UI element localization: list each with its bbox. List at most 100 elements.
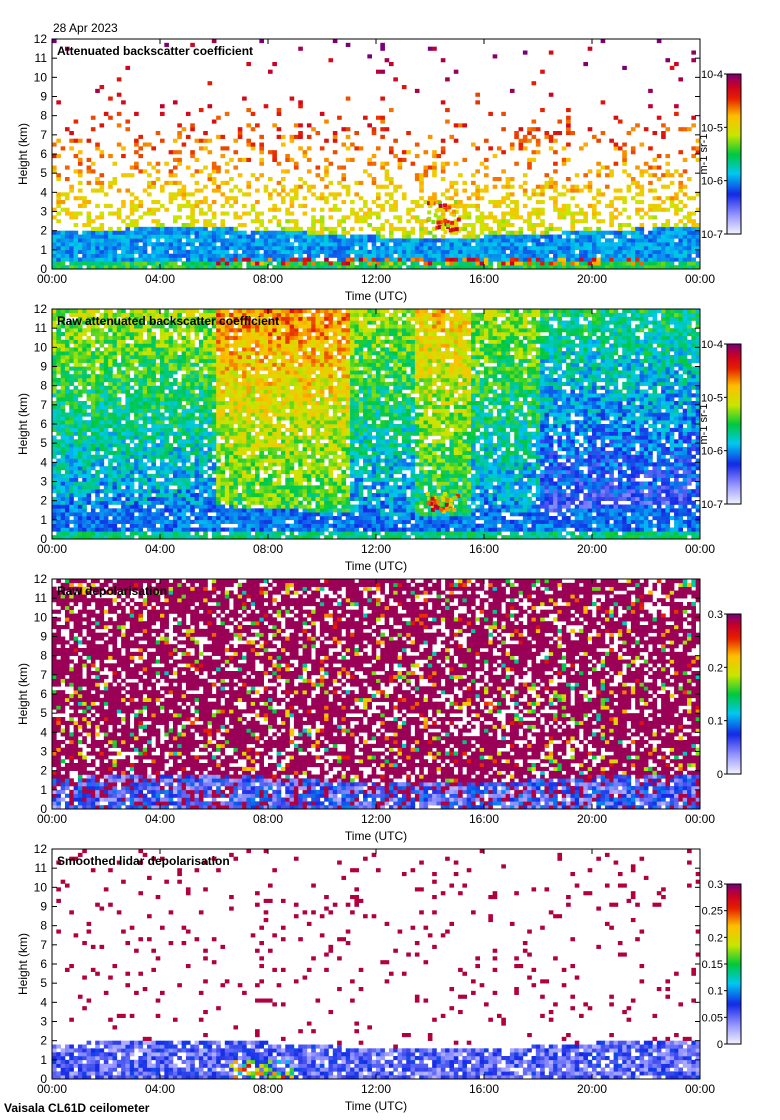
y-tick-label: 8 <box>40 109 47 123</box>
colorbar-frame <box>726 73 742 235</box>
heatmap-cells <box>52 39 701 270</box>
y-tick-label: 3 <box>40 205 47 219</box>
y-tick-label: 1 <box>40 1053 47 1067</box>
elevated-layer-cell <box>440 495 445 500</box>
colorbar-tick-label: 10-7 <box>701 499 723 511</box>
x-tick-label: 00:00 <box>685 1082 715 1096</box>
elevated-layer-cell <box>443 218 448 223</box>
y-tick-label: 0 <box>40 262 47 276</box>
elevated-layer-cell <box>451 209 456 214</box>
colorbar-tick-label: 10-5 <box>701 122 723 134</box>
colorbar-tick-label: 10-5 <box>701 392 723 404</box>
x-tick-label: 00:00 <box>37 542 67 556</box>
y-tick-label: 7 <box>40 128 47 142</box>
x-tick-label: 00:00 <box>685 272 715 286</box>
y-tick-label: 2 <box>40 494 47 508</box>
colorbar-tick-label: 0.25 <box>702 906 723 918</box>
elevated-layer-cell <box>438 220 443 225</box>
elevated-layer-cell <box>436 499 441 504</box>
colorbar-tick-label: 0 <box>717 1039 723 1051</box>
x-tick-label: 04:00 <box>145 272 175 286</box>
colorbar-tick-label: 0.05 <box>702 1012 723 1024</box>
elevated-layer-cell <box>456 494 461 499</box>
x-tick-label: 20:00 <box>577 812 607 826</box>
x-axis-label: Time (UTC) <box>345 559 407 573</box>
colorbar-tick-label: 0 <box>717 769 723 781</box>
elevated-layer-cell <box>443 230 448 234</box>
elevated-layer-cell <box>440 225 445 230</box>
colorbar: 0 0.1 0.2 0.3 <box>708 609 742 781</box>
x-tick-label: 16:00 <box>469 272 499 286</box>
y-tick-label: 2 <box>40 1034 47 1048</box>
y-axis-label: Height (km) <box>16 393 30 455</box>
x-tick-label: 00:00 <box>37 272 67 286</box>
y-tick-label: 10 <box>34 340 48 354</box>
elevated-layer-cell <box>434 208 439 213</box>
elevated-layer-cell <box>454 209 459 214</box>
elevated-layer-cell <box>454 227 459 232</box>
elevated-layer-cell <box>427 216 432 221</box>
colorbar-tick-label: 0.2 <box>708 662 723 674</box>
elevated-layer-cell <box>447 205 452 210</box>
y-tick-label: 6 <box>40 417 47 431</box>
elevated-layer-cell <box>443 491 447 496</box>
x-tick-label: 08:00 <box>253 272 283 286</box>
y-tick-label: 10 <box>34 610 48 624</box>
elevated-layer-cell <box>425 492 430 497</box>
colorbar-tick-label: 10-6 <box>701 176 723 188</box>
y-tick-label: 11 <box>35 51 48 65</box>
y-tick-label: 10 <box>34 880 48 894</box>
colorbar-unit: m-1 sr-1 <box>698 134 710 175</box>
x-axis-label: Time (UTC) <box>345 289 407 303</box>
colorbar-unit: m-1 sr-1 <box>698 404 710 445</box>
elevated-layer-cell <box>428 501 433 506</box>
x-tick-label: 12:00 <box>361 812 391 826</box>
y-tick-label: 7 <box>40 668 47 682</box>
heatmap-cells <box>52 579 701 810</box>
elevated-layer-cell <box>450 220 455 225</box>
elevated-layer-cell <box>427 496 432 501</box>
elevated-layer-cell <box>439 502 444 507</box>
plot-area <box>52 849 700 1079</box>
colorbar-tick-label: 0.3 <box>708 609 723 621</box>
y-tick-label: 3 <box>40 1015 47 1029</box>
chart-panel-2: Raw attenuated backscatter coefficient 0 1… <box>16 302 742 573</box>
colorbar-tick-label: 0.1 <box>708 986 723 998</box>
y-tick-label: 8 <box>40 649 47 663</box>
y-tick-label: 11 <box>35 591 48 605</box>
elevated-layer-cell <box>435 225 440 230</box>
elevated-layer-cell <box>451 211 456 216</box>
y-tick-label: 7 <box>40 398 47 412</box>
y-tick-label: 1 <box>40 783 47 797</box>
x-tick-label: 00:00 <box>685 542 715 556</box>
y-tick-label: 2 <box>40 764 47 778</box>
x-tick-label: 16:00 <box>469 542 499 556</box>
y-tick-label: 1 <box>40 243 47 257</box>
x-tick-label: 04:00 <box>145 542 175 556</box>
elevated-layer-cell <box>433 504 438 509</box>
elevated-layer-cell <box>445 220 450 225</box>
y-tick-label: 9 <box>40 360 47 374</box>
x-tick-label: 04:00 <box>145 1082 175 1096</box>
x-tick-label: 20:00 <box>577 272 607 286</box>
colorbar-tick-label: 0.1 <box>708 716 723 728</box>
heatmap-cells <box>52 309 701 540</box>
elevated-layer-cell <box>444 507 449 512</box>
chart-panel-1: Attenuated backscatter coefficient012345… <box>16 32 742 303</box>
chart-title: Raw attenuated backscatter coefficient <box>57 314 279 328</box>
elevated-layer-cell <box>449 498 454 503</box>
colorbar-tick-label: 0.2 <box>708 932 723 944</box>
y-tick-label: 12 <box>34 842 48 856</box>
y-tick-label: 5 <box>40 166 47 180</box>
y-tick-label: 4 <box>40 185 47 199</box>
x-tick-label: 00:00 <box>37 812 67 826</box>
elevated-layer-cell <box>437 225 442 230</box>
elevated-layer-cell <box>455 204 460 209</box>
y-tick-label: 5 <box>40 976 47 990</box>
colorbar-tick-label: 10-7 <box>701 229 723 241</box>
y-axis-label: Height (km) <box>16 663 30 725</box>
elevated-layer-cell <box>441 509 446 514</box>
elevated-layer-cell <box>432 496 437 501</box>
elevated-layer-cell <box>427 201 431 206</box>
